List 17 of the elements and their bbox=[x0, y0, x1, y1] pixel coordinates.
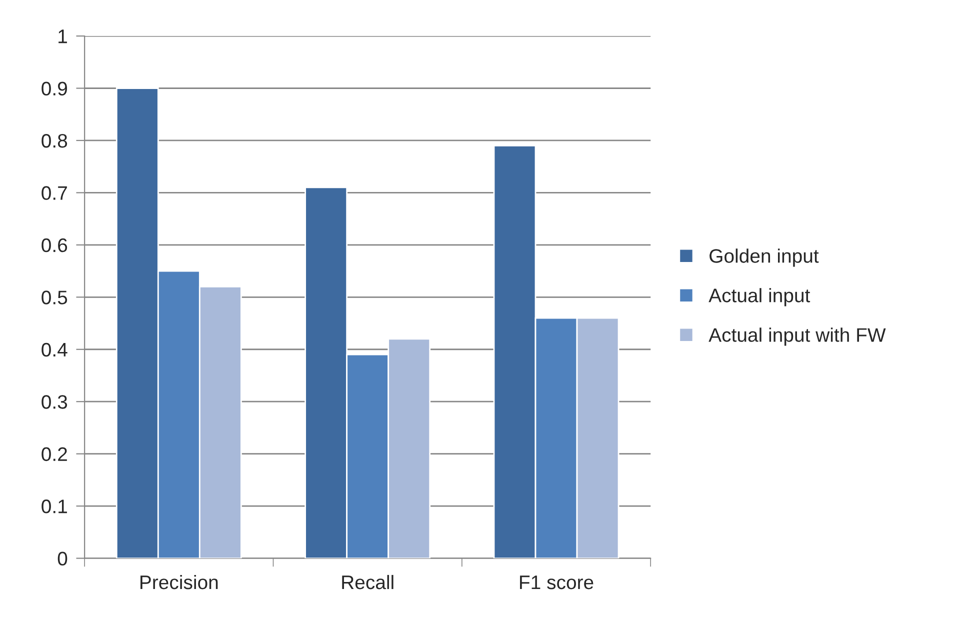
y-tick-label: 0.3 bbox=[42, 395, 68, 409]
y-tick-label: 0.2 bbox=[42, 447, 67, 462]
y-tick-label: 1 bbox=[58, 30, 67, 44]
legend-label: Actual input with FW bbox=[708, 328, 886, 346]
legend-label: Golden input bbox=[710, 248, 819, 267]
y-tick-label: 0.4 bbox=[42, 342, 68, 357]
y-tick-label: 0.5 bbox=[42, 290, 68, 304]
y-tick-label: 0.1 bbox=[42, 500, 67, 514]
y-tick-label: 0 bbox=[58, 552, 68, 566]
x-tick-label: F1 score bbox=[520, 576, 594, 590]
y-tick-label: 0.9 bbox=[42, 82, 67, 96]
y-tick-label: 0.6 bbox=[42, 238, 68, 252]
x-tick-label: Recall bbox=[342, 574, 394, 590]
legend-label: Actual input bbox=[708, 288, 810, 306]
y-tick-label: 0.7 bbox=[42, 186, 67, 200]
x-tick-label: Precision bbox=[140, 574, 218, 590]
y-tick-label: 0.8 bbox=[42, 134, 68, 148]
